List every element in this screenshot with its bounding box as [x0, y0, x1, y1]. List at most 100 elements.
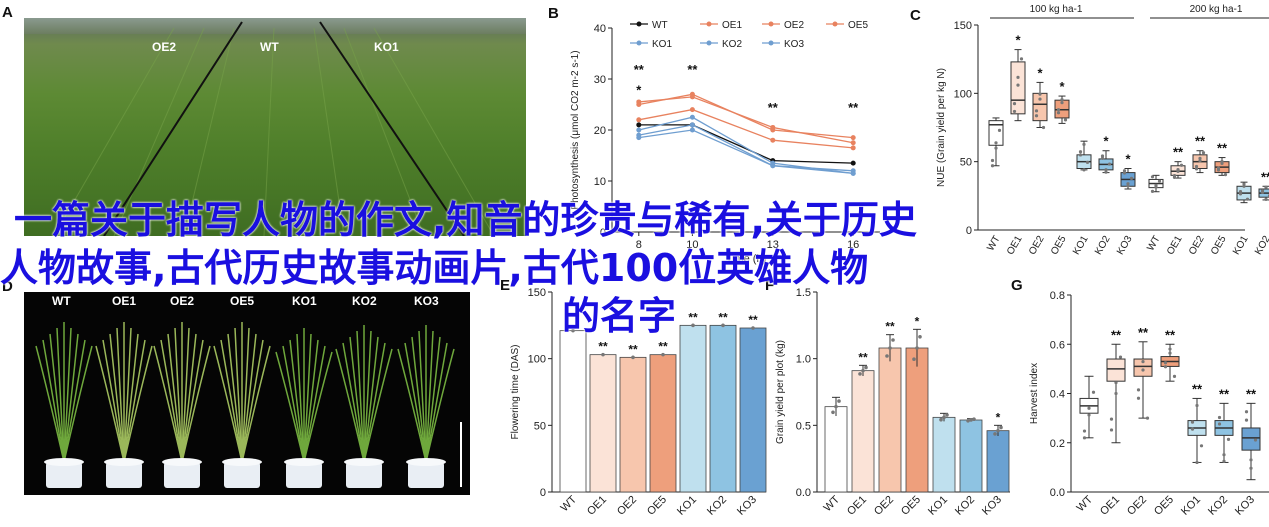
plant-stem — [282, 345, 305, 463]
plant-stem — [123, 327, 132, 463]
data-point — [1104, 170, 1108, 174]
plant-pot-rim — [222, 458, 262, 466]
y-tick-label: 1.5 — [796, 287, 811, 299]
box-oe1: ** — [1170, 145, 1186, 180]
plant-stem — [425, 342, 448, 463]
significance-mark: * — [1125, 152, 1131, 167]
data-point — [850, 140, 856, 146]
plant-stem — [397, 348, 427, 463]
box-oe5: ** — [1160, 327, 1180, 382]
data-point — [1238, 189, 1243, 194]
data-point — [990, 158, 995, 163]
box-ko2: ** — [1258, 169, 1269, 201]
panel-letter-g: G — [1011, 277, 1023, 294]
plant-stem — [213, 345, 243, 463]
box-oe5: ** — [1214, 141, 1230, 177]
series-line-oe1 — [638, 93, 854, 139]
data-point — [661, 352, 665, 357]
data-point — [831, 410, 835, 415]
data-point — [1199, 444, 1204, 448]
legend-label: KO2 — [722, 39, 742, 50]
y-tick-label: 0.4 — [1050, 389, 1065, 401]
overlay-title-line-2: 人物故事,古代历史故事动画片,古代100位英雄人物 — [0, 246, 869, 290]
data-point — [1201, 151, 1206, 155]
plant-stem — [404, 342, 427, 463]
data-point — [1104, 168, 1108, 172]
y-tick-label: 0 — [540, 487, 546, 499]
panel-letter-c: C — [910, 7, 921, 24]
plant-pot-rim — [104, 458, 144, 466]
plant-stem — [241, 339, 264, 463]
data-point — [1217, 422, 1222, 426]
significance-mark: ** — [768, 100, 779, 115]
y-axis-title: Grain yield per plot (kg) — [775, 340, 786, 444]
x-tick-label: KO1 — [675, 494, 699, 518]
box-body — [1133, 358, 1153, 377]
plant-stem — [425, 330, 434, 463]
data-point — [1082, 142, 1086, 146]
data-point — [1114, 391, 1118, 396]
data-point — [1220, 159, 1224, 164]
data-point — [636, 122, 642, 128]
plant-stem — [174, 327, 183, 463]
x-tick-label: OE5 — [899, 494, 923, 518]
data-point — [1198, 156, 1202, 160]
y-tick-label: 10 — [594, 176, 606, 188]
series-line-ko1 — [638, 124, 854, 174]
legend-label: KO3 — [784, 39, 804, 50]
significance-mark: * — [1037, 65, 1043, 80]
y-tick-label: 0.0 — [796, 487, 811, 499]
chart-e-flowering-time: E 0 50 100 150 Flowering time (DAS) WT ** OE1 ** O… — [500, 277, 767, 518]
box-ko1 — [1076, 140, 1092, 172]
plant-stem — [296, 333, 305, 463]
x-tick-label: 13 — [767, 239, 779, 251]
plant-pot-rim — [344, 458, 384, 466]
data-point — [1038, 92, 1042, 96]
x-tick-label: WT — [559, 493, 580, 514]
x-tick-label: OE5 — [1152, 494, 1176, 518]
data-point — [636, 135, 642, 141]
plant-stem — [42, 339, 65, 463]
x-tick-label: KO1 — [1179, 494, 1203, 518]
significance-mark: * — [915, 314, 920, 328]
plant-stem — [227, 333, 243, 463]
data-point — [1060, 101, 1064, 105]
significance-mark: ** — [1219, 386, 1230, 401]
plant-pot-rim — [406, 458, 446, 466]
significance-mark: ** — [598, 340, 608, 354]
plant-stem — [123, 333, 139, 463]
data-point — [1172, 374, 1177, 378]
plant-stem — [303, 339, 319, 463]
data-point — [1260, 189, 1265, 193]
data-point — [636, 99, 642, 105]
series-line-wt — [638, 124, 854, 164]
plant-stem — [123, 339, 146, 463]
plant-stem — [241, 333, 257, 463]
data-point — [636, 127, 642, 133]
box-wt — [988, 117, 1004, 168]
significance-mark: * — [636, 82, 642, 97]
plant-pot — [106, 462, 142, 488]
data-point — [1082, 168, 1086, 172]
data-point — [1244, 418, 1249, 422]
plant — [153, 322, 211, 488]
data-point — [1118, 355, 1123, 359]
x-tick-label: WT — [1075, 493, 1096, 514]
panel-letter-a: A — [2, 4, 13, 21]
data-point — [1126, 184, 1130, 188]
x-tick-label: 16 — [847, 239, 859, 251]
data-point — [1264, 185, 1268, 189]
bar-oe5 — [905, 347, 929, 493]
significance-mark: ** — [688, 310, 698, 324]
plant — [397, 325, 455, 488]
data-point — [1222, 453, 1226, 457]
data-point — [1217, 415, 1222, 420]
data-point — [1249, 466, 1253, 470]
data-point — [1253, 438, 1258, 442]
x-tick-label: OE2 — [1187, 234, 1207, 257]
y-tick-label: 0.0 — [1050, 487, 1065, 499]
plant — [275, 328, 333, 488]
legend-marker — [768, 21, 774, 27]
data-point — [994, 141, 998, 145]
x-tick-label: 8 — [636, 239, 642, 251]
